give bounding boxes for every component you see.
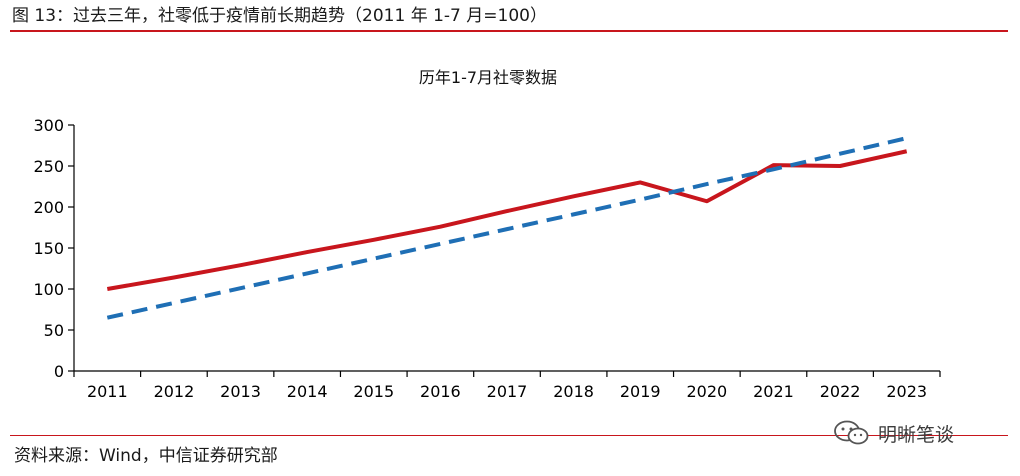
y-tick-label: 300	[33, 116, 64, 135]
bottom-rule	[10, 435, 1008, 436]
x-tick-label: 2023	[886, 382, 927, 401]
y-tick-label: 0	[54, 362, 64, 381]
y-tick-label: 50	[44, 321, 64, 340]
source-note: 资料来源：Wind，中信证券研究部	[14, 446, 278, 466]
y-tick-label: 100	[33, 280, 64, 299]
watermark-text: 明晰笔谈	[878, 423, 955, 446]
x-tick-label: 2018	[553, 382, 594, 401]
x-tick-label: 2014	[287, 382, 328, 401]
chart-title: 历年1-7月社零数据	[419, 68, 557, 87]
line-chart: 历年1-7月社零数据 0 50 100 150 200 250 300 2011 2012 201…	[33, 68, 941, 401]
x-tick-label: 2012	[154, 382, 195, 401]
y-tick-label: 200	[33, 198, 64, 217]
wechat-icon	[834, 420, 869, 445]
x-tick-label: 2017	[487, 382, 528, 401]
x-tick-label: 2020	[686, 382, 727, 401]
x-tick-label: 2016	[420, 382, 461, 401]
series-line-actual	[106, 149, 908, 291]
top-rule	[10, 30, 1008, 32]
y-tick-label: 150	[33, 239, 64, 258]
figure-title: 图 13：过去三年，社零低于疫情前长期趋势（2011 年 1-7 月=100）	[12, 6, 547, 26]
x-tick-label: 2022	[820, 382, 861, 401]
x-tick-label: 2013	[220, 382, 261, 401]
x-tick-label: 2011	[87, 382, 128, 401]
x-tick-label: 2021	[753, 382, 794, 401]
y-tick-label: 250	[33, 157, 64, 176]
watermark: 明晰笔谈	[832, 418, 954, 448]
x-tick-label: 2019	[620, 382, 661, 401]
x-tick-label: 2015	[353, 382, 394, 401]
series-line-trend	[106, 136, 908, 320]
